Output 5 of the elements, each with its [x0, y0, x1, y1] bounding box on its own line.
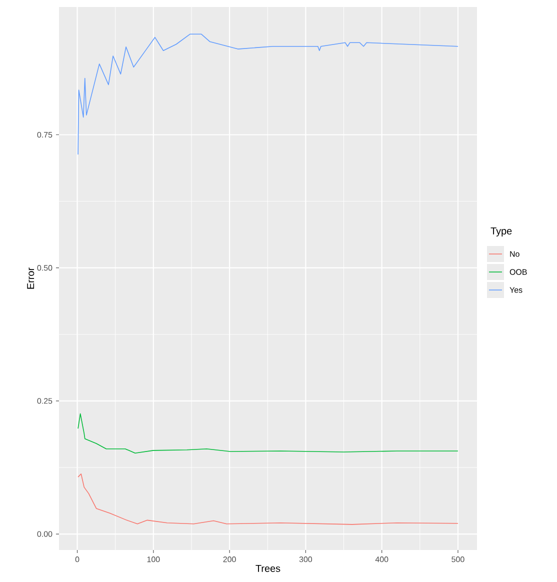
- x-axis-title: Trees: [256, 564, 280, 572]
- y-axis-title: Error: [27, 268, 34, 289]
- line-series: [78, 413, 458, 454]
- line-series: [78, 473, 458, 525]
- legend-title: Type: [490, 228, 512, 236]
